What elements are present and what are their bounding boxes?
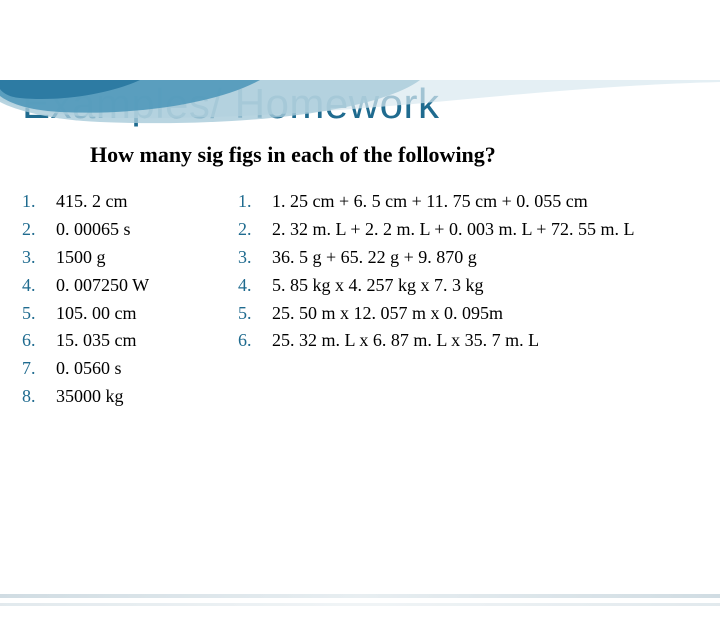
list-item: 15. 035 cm bbox=[22, 327, 232, 355]
list-item: 5. 85 kg x 4. 257 kg x 7. 3 kg bbox=[238, 272, 720, 300]
slide-subtitle: How many sig figs in each of the followi… bbox=[90, 142, 720, 168]
list-item: 25. 50 m x 12. 057 m x 0. 095m bbox=[238, 300, 720, 328]
content-columns: 415. 2 cm 0. 00065 s 1500 g 0. 007250 W … bbox=[0, 188, 720, 411]
list-item: 415. 2 cm bbox=[22, 188, 232, 216]
decorative-bottom-line bbox=[0, 594, 720, 598]
list-item: 1. 25 cm + 6. 5 cm + 11. 75 cm + 0. 055 … bbox=[238, 188, 720, 216]
list-item: 1500 g bbox=[22, 244, 232, 272]
right-column: 1. 25 cm + 6. 5 cm + 11. 75 cm + 0. 055 … bbox=[238, 188, 720, 411]
list-item: 25. 32 m. L x 6. 87 m. L x 35. 7 m. L bbox=[238, 327, 720, 355]
list-item: 35000 kg bbox=[22, 383, 232, 411]
slide-title: Examples/ Homework bbox=[22, 80, 720, 128]
list-item: 36. 5 g + 65. 22 g + 9. 870 g bbox=[238, 244, 720, 272]
right-list: 1. 25 cm + 6. 5 cm + 11. 75 cm + 0. 055 … bbox=[238, 188, 720, 355]
list-item: 2. 32 m. L + 2. 2 m. L + 0. 003 m. L + 7… bbox=[238, 216, 720, 244]
decorative-bottom-line-2 bbox=[0, 603, 720, 606]
left-column: 415. 2 cm 0. 00065 s 1500 g 0. 007250 W … bbox=[22, 188, 232, 411]
list-item: 0. 0560 s bbox=[22, 355, 232, 383]
list-item: 0. 00065 s bbox=[22, 216, 232, 244]
left-list: 415. 2 cm 0. 00065 s 1500 g 0. 007250 W … bbox=[22, 188, 232, 411]
list-item: 105. 00 cm bbox=[22, 300, 232, 328]
list-item: 0. 007250 W bbox=[22, 272, 232, 300]
